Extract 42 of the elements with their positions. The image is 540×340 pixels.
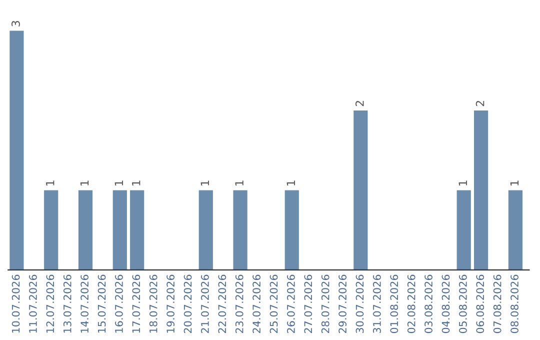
x-tick-label: 26.07.2026 bbox=[287, 274, 295, 334]
x-tick-label: 07.08.2026 bbox=[493, 274, 502, 334]
x-tick-label: 30.07.2026 bbox=[356, 274, 364, 333]
x-tick-label: 05.08.2026 bbox=[458, 274, 467, 334]
x-tick-label: 16.07.2026 bbox=[115, 274, 123, 333]
data-label: 2 bbox=[476, 100, 484, 106]
data-label: 2 bbox=[355, 100, 364, 106]
x-tick-label: 24.07.2026 bbox=[252, 274, 260, 334]
x-tick-label: 21.07.2026 bbox=[201, 274, 209, 334]
data-label: 1 bbox=[80, 180, 89, 186]
data-label: 1 bbox=[114, 180, 123, 186]
x-tick-label: 20.07.2026 bbox=[184, 274, 192, 334]
x-tick-label: 19.07.2026 bbox=[166, 274, 175, 333]
x-tick-label: 28.07.2026 bbox=[321, 274, 330, 334]
x-tick-label: 17.07.2026 bbox=[132, 274, 140, 333]
x-tick-label: 22.07.2026 bbox=[218, 274, 226, 334]
x-tick-label: 31.07.2026 bbox=[373, 274, 381, 333]
x-tick-label: 08.08.2026 bbox=[510, 274, 518, 334]
data-label: 3 bbox=[12, 20, 20, 26]
data-label: 1 bbox=[200, 180, 209, 186]
x-tick-label: 10.07.2026 bbox=[12, 274, 20, 333]
data-label: 1 bbox=[235, 180, 244, 186]
x-tick-label: 01.08.2026 bbox=[390, 274, 398, 334]
data-label: 1 bbox=[286, 180, 295, 186]
x-tick-label: 15.07.2026 bbox=[98, 274, 106, 333]
x-tick-label: 14.07.2026 bbox=[80, 274, 89, 333]
x-tick-label: 18.07.2026 bbox=[149, 274, 158, 333]
x-tick-label: 23.07.2026 bbox=[235, 274, 244, 334]
data-label: 1 bbox=[510, 180, 519, 186]
x-tick-label: 13.07.2026 bbox=[63, 274, 72, 333]
x-tick-label: 06.08.2026 bbox=[476, 274, 484, 334]
data-label: 1 bbox=[132, 180, 140, 186]
x-tick-label: 12.07.2026 bbox=[46, 274, 54, 333]
x-tick-label: 04.08.2026 bbox=[442, 274, 450, 334]
data-label: 1 bbox=[46, 180, 54, 186]
x-tick-label: 11.07.2026 bbox=[29, 274, 37, 333]
x-tick-label: 03.08.2026 bbox=[424, 274, 432, 334]
x-tick-label: 29.07.2026 bbox=[338, 274, 346, 334]
x-tick-label: 25.07.2026 bbox=[270, 274, 278, 334]
x-tick-label: 02.08.2026 bbox=[407, 274, 416, 334]
data-label: 1 bbox=[458, 180, 467, 186]
x-tick-label: 27.07.2026 bbox=[304, 274, 312, 334]
